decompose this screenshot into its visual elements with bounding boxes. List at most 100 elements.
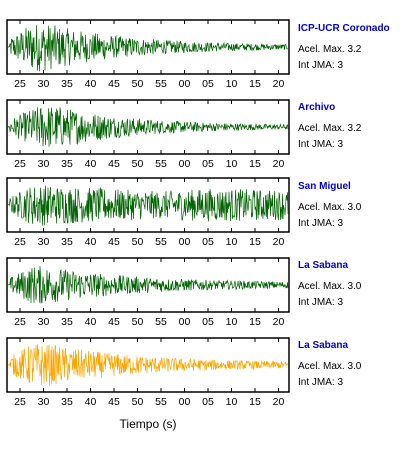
plot-frame [6, 177, 290, 233]
acel-max-label: Acel. Max. [298, 361, 348, 372]
x-tick-label: 40 [85, 78, 97, 90]
x-tick-label: 10 [226, 236, 238, 248]
x-tick-label: 25 [14, 316, 26, 328]
waveform-line [7, 344, 289, 386]
x-tick-label: 15 [249, 158, 261, 170]
acel-max-line: Acel. Max. 3.0 [298, 361, 408, 372]
x-tick-label: 35 [61, 236, 73, 248]
x-tick-label: 30 [38, 158, 50, 170]
int-jma-line: Int JMA: 3 [298, 377, 408, 388]
x-tick-label: 30 [38, 78, 50, 90]
x-tick-label: 40 [85, 236, 97, 248]
x-tick-label: 20 [273, 158, 285, 170]
x-tick-label: 40 [85, 316, 97, 328]
int-jma-value: 3 [337, 139, 344, 150]
seismogram-panel: 25 30 35 40 45 50 55 00 05 10 15 20 [6, 337, 290, 408]
acel-max-label: Acel. Max. [298, 202, 348, 213]
station-name: San Miguel [298, 181, 351, 192]
x-tick-label: 25 [14, 78, 26, 90]
acel-max-value: 3.2 [347, 44, 362, 55]
seismogram-panel: 25 30 35 40 45 50 55 00 05 10 15 20 [6, 257, 290, 328]
station-label-block: ICP-UCR Coronado Acel. Max. 3.2 Int JMA: 3 [298, 23, 408, 71]
waveform-line [7, 185, 289, 226]
acel-max-label: Acel. Max. [298, 44, 348, 55]
int-jma-line: Int JMA: 3 [298, 297, 408, 308]
waveform-line [7, 107, 289, 147]
x-tick-label: 15 [249, 78, 261, 90]
x-tick-label: 05 [202, 396, 214, 408]
x-tick-label: 00 [179, 316, 191, 328]
plot-frame [6, 99, 290, 155]
acel-max-line: Acel. Max. 3.2 [298, 44, 408, 55]
x-tick-label: 35 [61, 78, 73, 90]
x-tick-label: 35 [61, 316, 73, 328]
acel-max-value: 3.2 [347, 123, 362, 134]
x-tick-label: 30 [38, 236, 50, 248]
x-tick-label: 50 [132, 396, 144, 408]
x-tick-label: 20 [273, 78, 285, 90]
station-label-block: La Sabana Acel. Max. 3.0 Int JMA: 3 [298, 340, 408, 388]
x-tick-label: 50 [132, 316, 144, 328]
x-tick-label: 15 [249, 236, 261, 248]
x-tick-label: 10 [226, 78, 238, 90]
station-name: La Sabana [298, 260, 349, 271]
x-tick-label: 25 [14, 396, 26, 408]
acel-max-line: Acel. Max. 3.0 [298, 202, 408, 213]
acel-max-value: 3.0 [347, 202, 362, 213]
x-tick-label: 05 [202, 316, 214, 328]
x-tick-label: 10 [226, 316, 238, 328]
x-tick-label: 55 [155, 236, 167, 248]
x-tick-label: 45 [108, 396, 120, 408]
x-tick-label: 20 [273, 396, 285, 408]
acel-max-line: Acel. Max. 3.2 [298, 123, 408, 134]
acel-max-value: 3.0 [347, 281, 362, 292]
int-jma-label: Int JMA: [298, 218, 338, 229]
x-tick-label: 20 [273, 316, 285, 328]
x-tick-label: 30 [38, 316, 50, 328]
int-jma-label: Int JMA: [298, 377, 338, 388]
x-tick-label: 50 [132, 236, 144, 248]
plot-frame [6, 19, 290, 75]
waveform-line [8, 266, 289, 304]
x-tick-label: 00 [179, 236, 191, 248]
x-tick-label: 35 [61, 158, 73, 170]
x-tick-label: 45 [108, 78, 120, 90]
x-tick-label: 15 [249, 396, 261, 408]
acel-max-label: Acel. Max. [298, 281, 348, 292]
x-tick-label: 05 [202, 236, 214, 248]
x-tick-label: 10 [226, 396, 238, 408]
x-tick-label: 05 [202, 158, 214, 170]
station-name: ICP-UCR Coronado [298, 23, 390, 34]
int-jma-label: Int JMA: [298, 60, 338, 71]
acel-max-line: Acel. Max. 3.0 [298, 281, 408, 292]
x-tick-label: 40 [85, 158, 97, 170]
seismogram-panel: 25 30 35 40 45 50 55 00 05 10 15 20 [6, 99, 290, 170]
int-jma-line: Int JMA: 3 [298, 218, 408, 229]
int-jma-value: 3 [337, 377, 344, 388]
x-tick-label: 25 [14, 158, 26, 170]
station-label-block: Archivo Acel. Max. 3.2 Int JMA: 3 [298, 102, 408, 150]
x-tick-label: 55 [155, 316, 167, 328]
int-jma-value: 3 [337, 297, 344, 308]
x-tick-label: 00 [179, 78, 191, 90]
x-tick-label: 15 [249, 316, 261, 328]
plot-frame [6, 257, 290, 313]
x-tick-label: 35 [61, 396, 73, 408]
x-tick-label: 55 [155, 396, 167, 408]
x-tick-label: 25 [14, 236, 26, 248]
station-label-block: La Sabana Acel. Max. 3.0 Int JMA: 3 [298, 260, 408, 308]
x-tick-label: 55 [155, 158, 167, 170]
int-jma-line: Int JMA: 3 [298, 60, 408, 71]
x-tick-label: 10 [226, 158, 238, 170]
x-tick-label: 50 [132, 78, 144, 90]
x-tick-label: 40 [85, 396, 97, 408]
station-label-block: San Miguel Acel. Max. 3.0 Int JMA: 3 [298, 181, 408, 229]
x-tick-label: 05 [202, 78, 214, 90]
x-tick-label: 00 [179, 396, 191, 408]
x-axis-label: Tiempo (s) [120, 417, 177, 431]
x-tick-label: 30 [38, 396, 50, 408]
seismogram-panel: 25 30 35 40 45 50 55 00 05 10 15 20 [6, 177, 290, 248]
x-tick-label: 45 [108, 158, 120, 170]
x-tick-label: 20 [273, 236, 285, 248]
x-tick-label: 45 [108, 316, 120, 328]
